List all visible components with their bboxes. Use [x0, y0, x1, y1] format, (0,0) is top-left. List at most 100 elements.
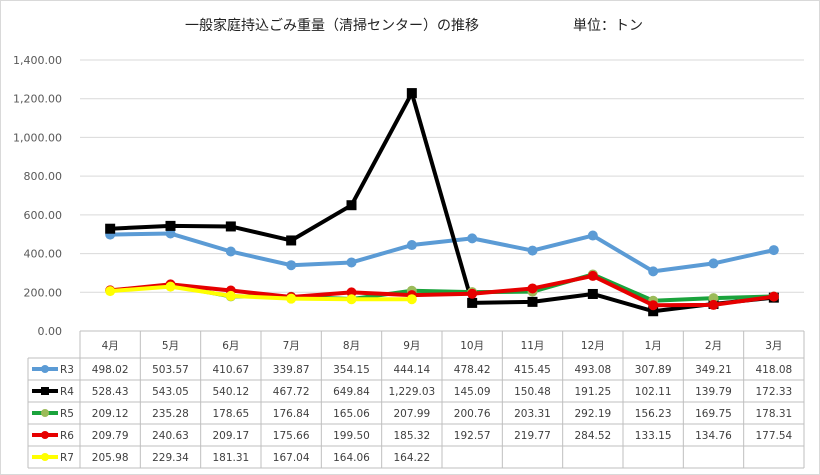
data-label: 307.89 [635, 364, 672, 376]
data-label: 354.15 [333, 364, 370, 376]
legend-key-R4 [32, 387, 58, 395]
data-point [346, 257, 357, 268]
data-label: 649.84 [333, 386, 370, 398]
data-label: 207.99 [393, 408, 430, 420]
data-point [165, 228, 176, 239]
legend-entry: R4 [60, 386, 74, 398]
data-label: 178.31 [755, 408, 792, 420]
data-label: 133.15 [635, 430, 672, 442]
data-label: 205.98 [92, 452, 129, 464]
data-point [768, 291, 779, 302]
data-label: 145.09 [454, 386, 491, 398]
chart-title: 一般家庭持込ごみ重量（清掃センター）の推移 [185, 17, 479, 34]
legend-marker [41, 409, 49, 417]
data-point [225, 246, 236, 257]
data-label: 339.87 [273, 364, 310, 376]
data-label: 528.43 [92, 386, 129, 398]
data-point [708, 299, 719, 310]
legend-entry: R3 [60, 364, 74, 376]
data-label: 209.79 [92, 430, 129, 442]
data-label: 498.02 [92, 364, 129, 376]
data-label: 219.77 [514, 430, 551, 442]
data-point [286, 293, 297, 304]
data-point [286, 260, 297, 271]
data-point [346, 200, 357, 211]
data-label: 240.63 [152, 430, 189, 442]
data-label: 199.50 [333, 430, 370, 442]
data-label: 415.45 [514, 364, 551, 376]
legend-key-R3 [32, 365, 58, 373]
data-label: 156.23 [635, 408, 672, 420]
data-point [346, 294, 357, 305]
data-label: 102.11 [635, 386, 672, 398]
data-label: 192.57 [454, 430, 491, 442]
data-label: 444.14 [393, 364, 430, 376]
legend-marker [41, 365, 49, 373]
legend-entry: R7 [60, 452, 74, 464]
data-point [105, 286, 116, 297]
data-point [165, 281, 176, 292]
x-tick-label: 12月 [581, 340, 605, 352]
y-tick-label: 1,200.00 [13, 93, 62, 106]
legend-entry: R5 [60, 408, 74, 420]
data-label: 167.04 [273, 452, 310, 464]
data-label: 540.12 [212, 386, 249, 398]
data-label: 191.25 [574, 386, 611, 398]
data-point [587, 288, 598, 299]
grid-lines [80, 59, 804, 293]
x-tick-label: 5月 [162, 340, 179, 352]
data-label: 284.52 [574, 430, 611, 442]
data-label: 1,229.03 [388, 386, 435, 398]
data-point [648, 266, 659, 277]
chart-unit-label: 単位：トン [573, 18, 643, 34]
y-tick-label: 600.00 [24, 209, 63, 222]
data-point [527, 283, 538, 294]
x-tick-label: 8月 [343, 340, 360, 352]
data-point [225, 221, 236, 232]
data-point [708, 258, 719, 269]
y-tick-label: 1,000.00 [13, 131, 62, 144]
data-label: 185.32 [393, 430, 430, 442]
x-tick-label: 6月 [222, 340, 239, 352]
x-tick-label: 9月 [403, 340, 420, 352]
data-label: 172.33 [755, 386, 792, 398]
legend-marker [41, 453, 49, 461]
data-point [648, 306, 659, 317]
data-label: 503.57 [152, 364, 189, 376]
data-label: 164.22 [393, 452, 430, 464]
x-tick-label: 1月 [645, 340, 662, 352]
data-label: 150.48 [514, 386, 551, 398]
data-point [346, 287, 357, 298]
series-line [110, 231, 775, 274]
data-label: 229.34 [152, 452, 189, 464]
series-line [110, 284, 412, 302]
data-label: 165.06 [333, 408, 370, 420]
x-tick-label: 11月 [521, 340, 545, 352]
data-label: 410.67 [212, 364, 249, 376]
data-point [105, 223, 116, 234]
data-label: 493.08 [574, 364, 611, 376]
x-tick-label: 7月 [283, 340, 300, 352]
data-point [406, 240, 417, 251]
data-point [467, 297, 478, 308]
data-label: 235.28 [152, 408, 189, 420]
y-tick-label: 400.00 [24, 248, 63, 261]
x-tick-label: 10月 [460, 340, 484, 352]
data-label: 134.76 [695, 430, 732, 442]
y-tick-label: 800.00 [24, 170, 63, 183]
legend-key-R5 [32, 409, 58, 417]
data-label: 467.72 [273, 386, 310, 398]
series-R7 [105, 281, 417, 305]
legend-entry: R6 [60, 430, 74, 442]
data-label: 175.66 [273, 430, 310, 442]
series-line [109, 273, 775, 308]
data-point [527, 296, 538, 307]
data-point [406, 88, 417, 99]
data-point [648, 300, 659, 311]
data-label: 478.42 [454, 364, 491, 376]
x-tick-label: 4月 [102, 340, 119, 352]
data-label: 200.76 [454, 408, 491, 420]
data-point [467, 288, 478, 299]
